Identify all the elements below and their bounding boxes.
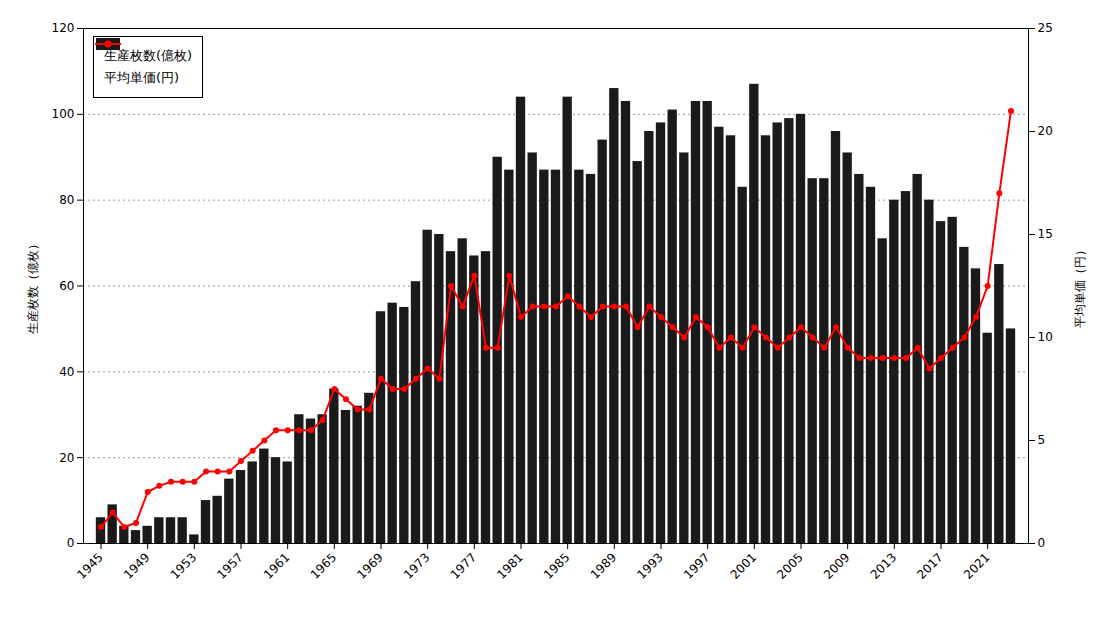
svg-text:1949: 1949 [121, 550, 152, 581]
svg-text:2021: 2021 [961, 550, 992, 581]
svg-text:60: 60 [59, 279, 74, 293]
svg-text:25: 25 [1038, 21, 1053, 35]
svg-text:15: 15 [1038, 227, 1053, 241]
svg-text:1973: 1973 [401, 550, 432, 581]
svg-text:10: 10 [1038, 330, 1053, 344]
svg-text:2009: 2009 [821, 550, 852, 581]
svg-text:20: 20 [59, 451, 74, 465]
svg-text:1945: 1945 [74, 550, 105, 581]
svg-text:1957: 1957 [214, 550, 245, 581]
svg-text:40: 40 [59, 365, 74, 379]
svg-text:1989: 1989 [588, 550, 619, 581]
svg-text:1985: 1985 [541, 550, 572, 581]
svg-text:1969: 1969 [354, 550, 385, 581]
svg-text:0: 0 [67, 536, 75, 550]
svg-text:100: 100 [52, 107, 75, 121]
svg-text:2013: 2013 [868, 550, 899, 581]
svg-text:2017: 2017 [914, 550, 945, 581]
html-text:平均単価(円): 平均単価(円) [104, 70, 180, 86]
svg-text:2001: 2001 [728, 550, 759, 581]
svg-text:80: 80 [59, 193, 74, 207]
svg-text:5: 5 [1038, 433, 1046, 447]
svg-text:0: 0 [1038, 536, 1046, 550]
svg-text:1965: 1965 [308, 550, 339, 581]
svg-text:1981: 1981 [494, 550, 525, 581]
svg-text:20: 20 [1038, 124, 1053, 138]
svg-text:1997: 1997 [681, 550, 712, 581]
html-text:生産枚数(億枚): 生産枚数(億枚) [104, 48, 193, 63]
svg-text:生産枚数（億枚）: 生産枚数（億枚） [26, 238, 40, 334]
svg-text:120: 120 [52, 21, 75, 35]
svg-text:1977: 1977 [448, 550, 479, 581]
svg-text:1993: 1993 [634, 550, 665, 581]
svg-text:2005: 2005 [774, 550, 805, 581]
svg-text:平均単価（円）: 平均単価（円） [1073, 244, 1087, 328]
svg-text:1961: 1961 [261, 550, 292, 581]
svg-text:1953: 1953 [168, 550, 199, 581]
